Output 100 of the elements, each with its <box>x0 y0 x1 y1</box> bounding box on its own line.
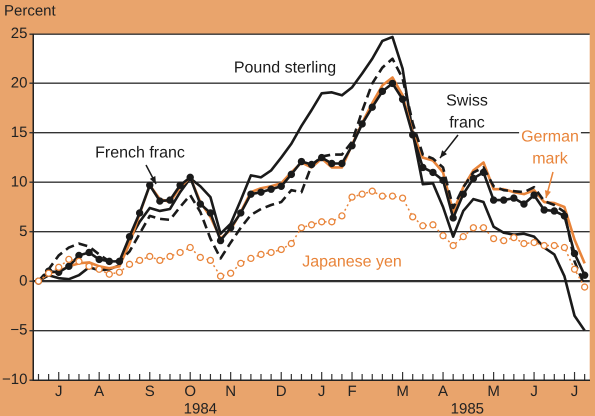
point <box>338 212 346 220</box>
point <box>490 196 498 204</box>
y-tick-label: 20 <box>10 74 28 92</box>
point <box>95 256 103 264</box>
point <box>439 232 447 240</box>
point <box>267 186 275 193</box>
point <box>560 244 568 252</box>
y-axis-title: Percent <box>4 2 57 20</box>
point <box>460 233 467 240</box>
series-label: Pound sterling <box>234 59 336 76</box>
x-tick-label: F <box>347 383 357 400</box>
x-tick-label: N <box>225 383 236 400</box>
point <box>126 260 134 268</box>
x-tick-label: J <box>54 383 62 400</box>
point <box>318 154 326 162</box>
point <box>560 212 568 220</box>
point <box>288 170 296 178</box>
series-label: Japanese yen <box>302 253 402 270</box>
point <box>298 158 306 166</box>
point <box>96 266 103 273</box>
x-tick-label: A <box>438 383 448 400</box>
point <box>85 248 93 256</box>
point <box>136 209 144 217</box>
point <box>106 270 113 278</box>
point <box>308 160 316 168</box>
point <box>378 192 386 200</box>
x-tick-label: M <box>396 383 409 400</box>
point <box>368 103 376 111</box>
point <box>510 194 518 202</box>
series-label: Swiss franc <box>446 92 488 132</box>
point <box>388 192 396 200</box>
point <box>146 182 154 189</box>
point <box>166 196 174 204</box>
point <box>540 242 548 250</box>
point <box>75 252 83 260</box>
point <box>358 190 366 198</box>
y-tick-label: −10 <box>2 371 28 388</box>
point <box>449 214 457 222</box>
point <box>247 190 255 198</box>
point <box>490 234 498 242</box>
y-tick-label: 15 <box>10 124 28 141</box>
point <box>247 254 255 262</box>
point <box>75 258 83 266</box>
point <box>206 209 214 217</box>
point <box>65 256 72 264</box>
point <box>196 200 204 208</box>
x-tick-label: J <box>530 383 538 400</box>
point <box>308 221 316 228</box>
point <box>216 272 224 280</box>
point <box>226 224 234 232</box>
point <box>419 164 427 172</box>
point <box>480 224 488 232</box>
y-tick-label: 25 <box>10 25 28 42</box>
point <box>156 197 164 205</box>
point <box>530 238 538 246</box>
point <box>540 206 548 214</box>
x-tick-label: D <box>276 383 287 400</box>
point <box>237 260 244 267</box>
point <box>55 264 62 271</box>
point <box>580 272 588 279</box>
point <box>328 218 336 226</box>
point <box>520 200 528 208</box>
point <box>348 193 356 201</box>
text: 1984 <box>184 400 218 416</box>
point <box>237 209 244 217</box>
point <box>176 182 184 189</box>
point <box>450 242 457 250</box>
y-tick-label: −5 <box>10 322 28 339</box>
point <box>257 250 265 258</box>
x-tick-label: S <box>144 383 155 400</box>
point <box>257 188 265 196</box>
point <box>409 213 416 221</box>
point <box>106 258 113 266</box>
point <box>186 174 194 182</box>
series-label: French franc <box>95 144 185 162</box>
y-tick-label: 0 <box>19 272 28 290</box>
point <box>409 131 416 139</box>
point <box>146 252 154 260</box>
x-tick-label: M <box>487 383 500 400</box>
point <box>318 218 326 226</box>
point <box>358 120 366 128</box>
point <box>176 248 184 256</box>
point <box>500 196 508 204</box>
point <box>278 182 285 190</box>
point <box>570 266 578 273</box>
point <box>267 248 275 256</box>
point <box>85 262 93 270</box>
point <box>570 250 578 258</box>
point <box>278 246 285 254</box>
point <box>398 194 406 202</box>
x-tick-label: J <box>570 383 578 400</box>
text: 1985 <box>450 400 484 416</box>
point <box>510 234 518 242</box>
point <box>398 96 406 103</box>
point <box>65 262 73 270</box>
point <box>288 240 295 248</box>
series-label: German mark <box>521 128 579 168</box>
point <box>580 283 588 291</box>
x-tick-label: J <box>318 383 326 400</box>
point <box>166 252 174 260</box>
